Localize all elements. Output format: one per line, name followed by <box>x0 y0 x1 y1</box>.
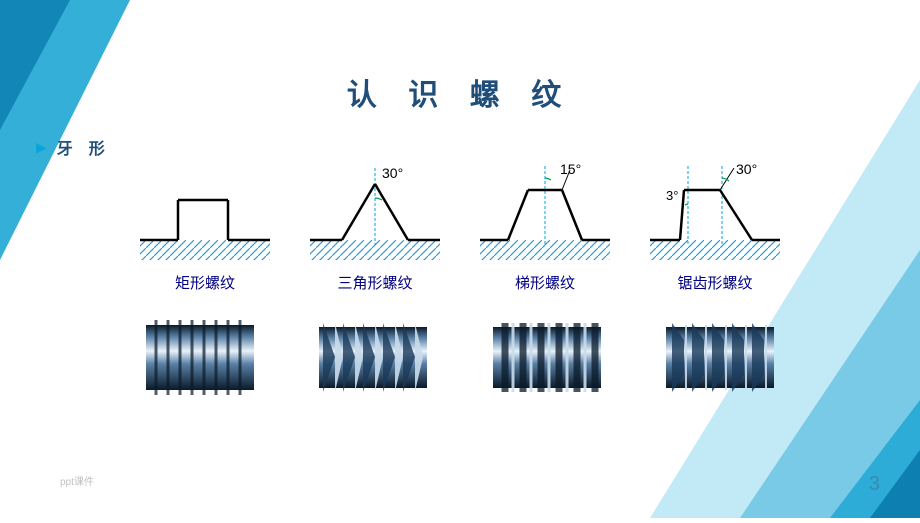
profile-buttress: 30° 3° 锯齿形螺纹 <box>640 160 790 293</box>
profile-label: 矩形螺纹 <box>175 272 235 293</box>
thread-render-trapezoid <box>487 315 607 400</box>
bullet-text: 牙 形 <box>57 135 111 159</box>
slide-title: 认 识 螺 纹 <box>0 70 920 114</box>
profile-row: 矩形螺纹 30° 三角形螺纹 <box>130 160 790 293</box>
angle-text-2: 3° <box>666 188 678 203</box>
profile-label: 锯齿形螺纹 <box>677 272 752 293</box>
page-number: 3 <box>869 473 880 496</box>
angle-text: 30° <box>382 165 403 181</box>
angle-text: 30° <box>736 161 757 177</box>
thread-render-square <box>140 315 260 400</box>
thread-render-row <box>140 315 780 400</box>
thread-render-buttress <box>660 315 780 400</box>
profile-triangle: 30° 三角形螺纹 <box>300 160 450 293</box>
thread-render-triangle <box>313 315 433 400</box>
profile-label: 三角形螺纹 <box>337 272 412 293</box>
profile-square: 矩形螺纹 <box>130 160 280 293</box>
bullet-row: ▶ 牙 形 <box>36 135 111 159</box>
bullet-icon: ▶ <box>36 139 47 156</box>
diagram-area: 矩形螺纹 30° 三角形螺纹 <box>130 160 790 460</box>
profile-trapezoid: 15° 梯形螺纹 <box>470 160 620 293</box>
profile-label: 梯形螺纹 <box>515 272 575 293</box>
angle-text: 15° <box>560 161 581 177</box>
footer-label: ppt课件 <box>60 473 94 488</box>
